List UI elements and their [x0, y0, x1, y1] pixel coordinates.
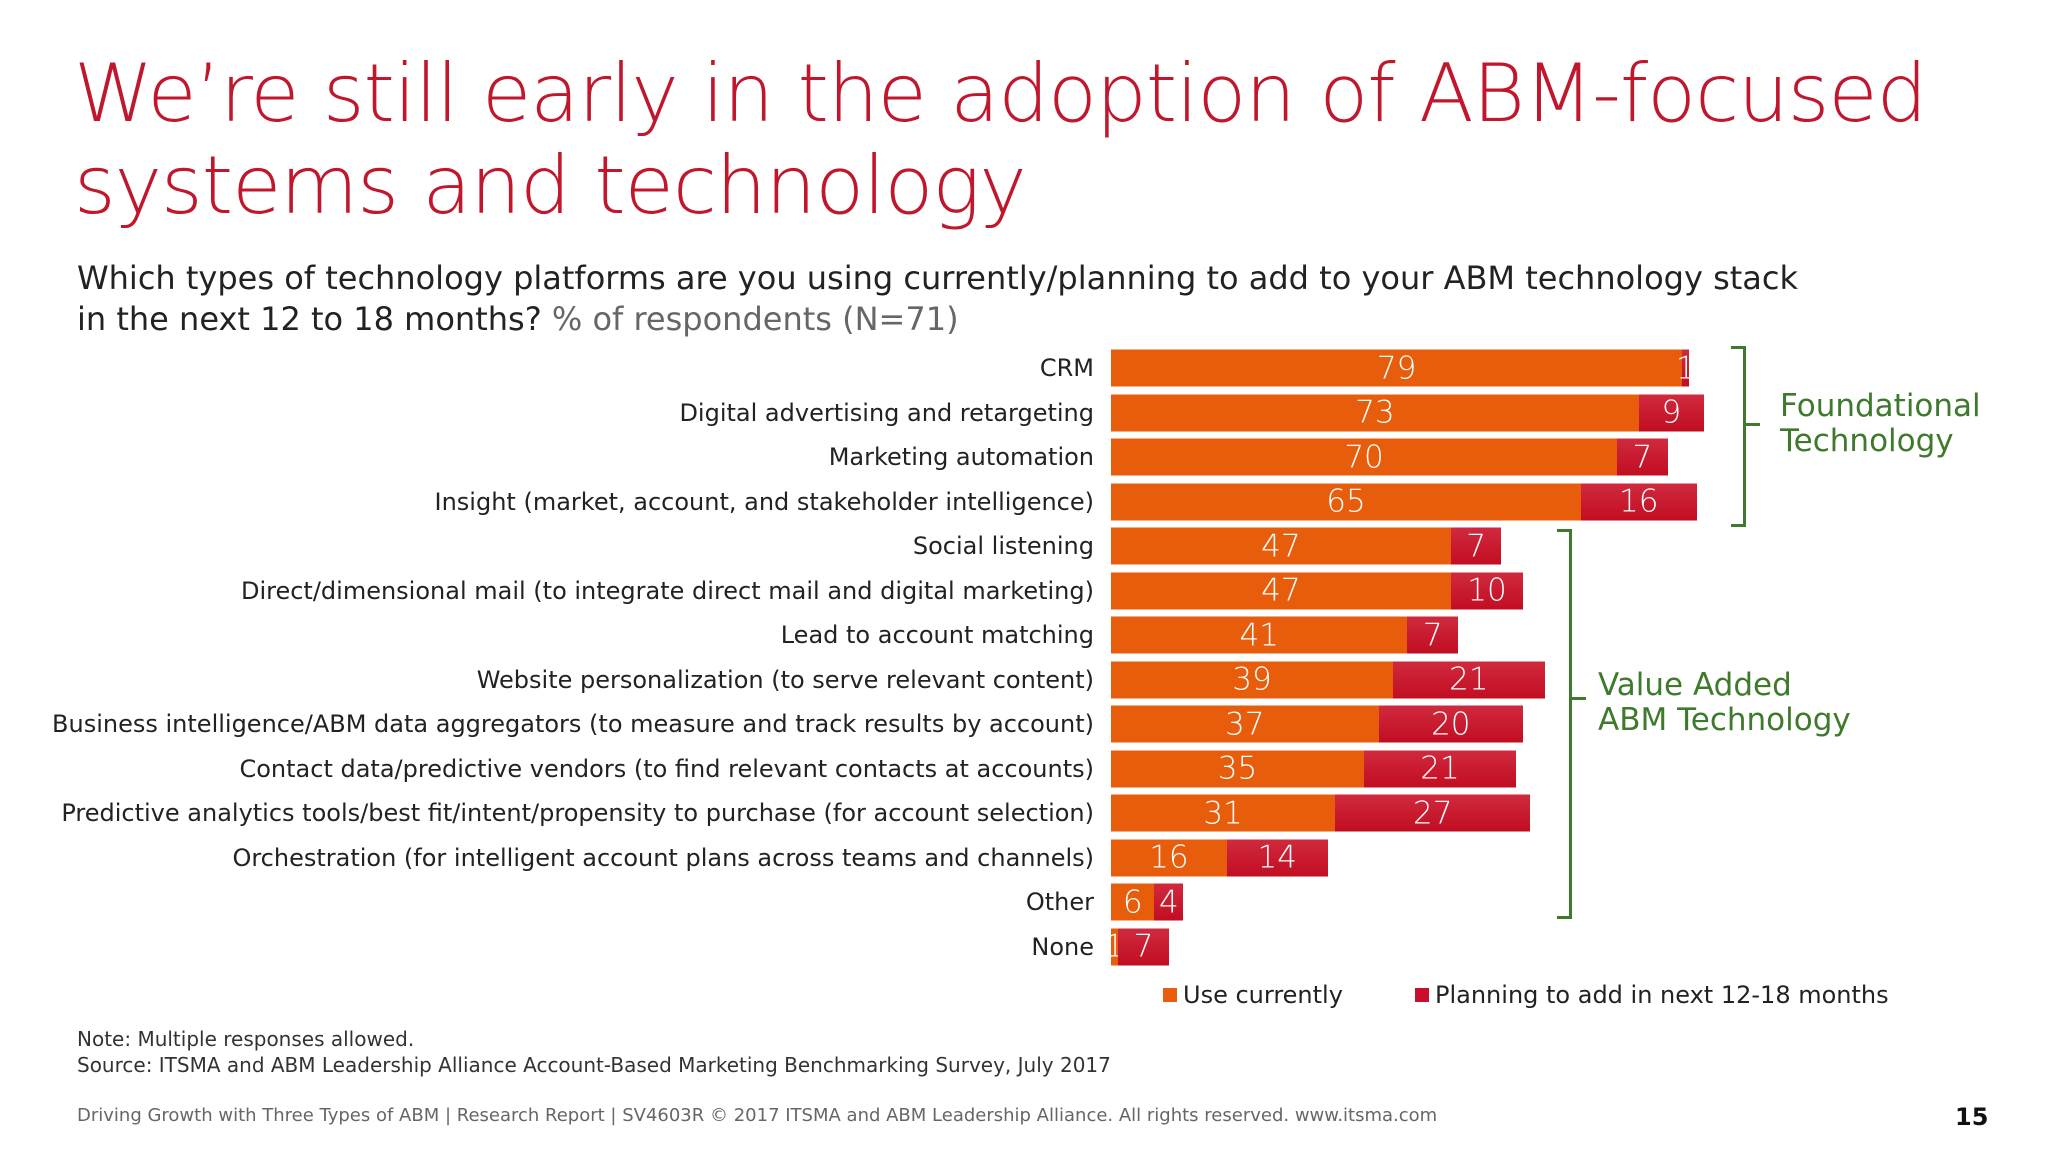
bar-planning: 7: [1118, 928, 1169, 965]
category-label: Other: [1025, 888, 1094, 916]
data-label: 16: [1619, 483, 1659, 520]
data-label: 47: [1261, 572, 1301, 609]
bar-use-currently: 70: [1111, 438, 1618, 476]
data-label: 7: [1133, 928, 1154, 965]
bar-planning: 7: [1617, 438, 1668, 476]
foundational-bracket: [1731, 346, 1746, 527]
bracket-tick: [1572, 697, 1586, 700]
category-label: Social listening: [912, 532, 1094, 560]
bar-planning: 10: [1450, 572, 1524, 609]
data-label: 21: [1449, 661, 1489, 698]
data-label: 9: [1661, 394, 1682, 431]
value-added-bracket: [1557, 529, 1572, 919]
source: Source: ITSMA and ABM Leadership Allianc…: [77, 1053, 1111, 1077]
bar-use-currently: 39: [1111, 661, 1393, 698]
data-label: 37: [1225, 706, 1265, 742]
category-label: Orchestration (for intelligent account p…: [232, 843, 1094, 872]
bar-use-currently: 1: [1105, 928, 1124, 965]
bar-use-currently: 6: [1111, 883, 1155, 921]
bar-planning: 1: [1676, 349, 1696, 387]
data-label: 7: [1466, 528, 1486, 564]
legend-swatch: [1415, 988, 1429, 1002]
data-label: 7: [1632, 439, 1653, 475]
category-label: Direct/dimensional mail (to integrate di…: [240, 576, 1094, 605]
bar-use-currently: 37: [1111, 705, 1379, 743]
note: Note: Multiple responses allowed.: [77, 1027, 415, 1051]
data-label: 39: [1232, 661, 1272, 698]
data-label: 20: [1431, 706, 1471, 742]
category-label: Predictive analytics tools/best fit/inte…: [61, 799, 1094, 827]
data-label: 73: [1355, 394, 1395, 431]
data-label: 65: [1326, 483, 1366, 520]
legend-item-use-currently: Use currently: [1163, 981, 1343, 1009]
bar-use-currently: 16: [1111, 839, 1227, 876]
bracket-tick: [1746, 423, 1760, 426]
bar-planning: 7: [1407, 616, 1459, 654]
bar-use-currently: 47: [1111, 572, 1451, 609]
data-label: 16: [1149, 839, 1189, 876]
bar-use-currently: 73: [1111, 394, 1639, 431]
bar-planning: 20: [1378, 705, 1524, 743]
data-label: 10: [1467, 572, 1507, 609]
data-label: 7: [1422, 617, 1443, 653]
data-label: 6: [1122, 884, 1143, 920]
bar-planning: 14: [1226, 839, 1328, 876]
data-label: 31: [1203, 795, 1243, 831]
data-label: 47: [1261, 528, 1301, 564]
data-label: 4: [1158, 884, 1179, 920]
bar-planning: 27: [1335, 794, 1531, 832]
bar-planning: 9: [1638, 394, 1704, 431]
bar-planning: 7: [1450, 527, 1502, 565]
data-label: 41: [1239, 617, 1279, 653]
bar-planning: 21: [1392, 661, 1545, 698]
footer: Driving Growth with Three Types of ABM |…: [77, 1105, 1438, 1126]
page-number: 15: [1955, 1103, 1989, 1131]
group-label-foundational: Foundational Technology: [1780, 388, 1981, 459]
question-text: Which types of technology platforms are …: [77, 259, 1799, 338]
bar-planning: 4: [1154, 883, 1184, 921]
category-label: Website personalization (to serve releva…: [476, 665, 1094, 694]
legend-swatch: [1163, 988, 1177, 1002]
bar-use-currently: 79: [1111, 349, 1683, 387]
category-label: CRM: [1039, 354, 1094, 382]
data-label: 21: [1420, 750, 1460, 787]
slide-title: We’re still early in the adoption of ABM…: [74, 47, 1927, 232]
category-label: Marketing automation: [828, 443, 1094, 471]
category-label: Business intelligence/ABM data aggregato…: [52, 710, 1094, 738]
category-label: Insight (market, account, and stakeholde…: [434, 487, 1094, 516]
bar-use-currently: 41: [1111, 616, 1408, 654]
category-label: Digital advertising and retargeting: [679, 398, 1094, 427]
bar-use-currently: 65: [1111, 483, 1581, 520]
category-label: Lead to account matching: [780, 621, 1094, 649]
category-label: None: [1031, 932, 1094, 961]
bar-planning: 21: [1364, 750, 1516, 787]
data-label: 1: [1675, 350, 1696, 386]
group-label-value-added: Value Added ABM Technology: [1598, 667, 1851, 738]
category-label: Contact data/predictive vendors (to find…: [239, 754, 1094, 783]
bar-planning: 16: [1580, 483, 1697, 520]
data-label: 14: [1257, 839, 1297, 876]
bar-use-currently: 31: [1111, 794, 1336, 832]
data-label: 27: [1413, 795, 1453, 831]
data-label: 35: [1217, 750, 1258, 787]
data-label: 70: [1344, 439, 1384, 475]
bar-use-currently: 35: [1111, 750, 1365, 787]
data-label: 79: [1376, 350, 1417, 386]
legend-item-planning: Planning to add in next 12-18 months: [1415, 981, 1889, 1009]
bar-use-currently: 47: [1111, 527, 1451, 565]
